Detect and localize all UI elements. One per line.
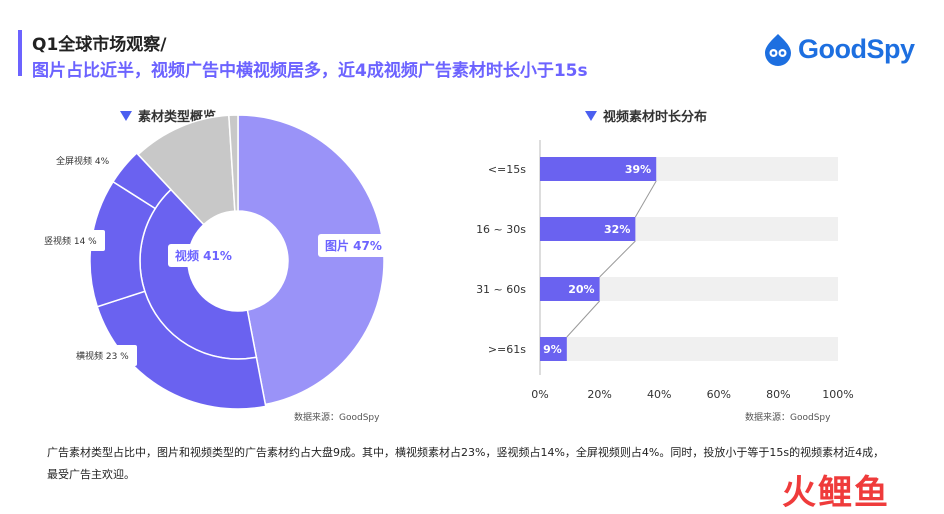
bar-value-label: 39%	[625, 163, 651, 176]
callout-vertical: 竖视频 14 %	[36, 230, 105, 251]
left-source: 数据来源：GoodSpy	[294, 413, 380, 423]
x-tick-label: 40%	[647, 388, 671, 401]
x-tick-label: 80%	[766, 388, 790, 401]
x-tick-label: 100%	[822, 388, 853, 401]
bar-track	[540, 337, 838, 361]
donut-slice-fullscreen-video	[112, 152, 172, 210]
goodspy-logo-icon	[765, 34, 791, 66]
bar-2	[540, 277, 600, 301]
goodspy-logo: GoodSpy	[762, 32, 915, 66]
title-accent-bar	[18, 30, 22, 76]
bar-category-label: >=61s	[488, 343, 526, 356]
bar-value-label: 32%	[604, 223, 630, 236]
bar-category-label: <=15s	[488, 163, 526, 176]
donut-slice-other	[136, 114, 236, 226]
page-title: Q1全球市场观察/	[32, 35, 167, 55]
bar-1	[540, 217, 636, 241]
duration-title: 视频素材时长分布	[585, 106, 707, 125]
label-video: 视频 41%	[168, 244, 239, 267]
watermark-logo: 火鲤鱼	[782, 473, 890, 513]
triangle-down-icon	[120, 110, 132, 121]
donut-slice-image	[237, 114, 385, 406]
x-tick-label: 0%	[531, 388, 548, 401]
bar-connector	[599, 240, 636, 278]
page-subtitle: 图片占比近半，视频广告中横视频居多，近4成视频广告素材时长小于15s	[32, 61, 588, 81]
bar-category-label: 16 ~ 30s	[476, 223, 526, 236]
x-tick-label: 60%	[707, 388, 731, 401]
duration-title-text: 视频素材时长分布	[603, 110, 708, 125]
triangle-down-icon	[585, 110, 597, 121]
callout-fullscreen: 全屏视频 4%	[48, 150, 118, 171]
donut-slice-other-small	[228, 114, 239, 212]
bar-connector	[566, 300, 600, 338]
bar-value-label: 20%	[568, 283, 594, 296]
logo-text: GoodSpy	[798, 33, 915, 64]
bar-value-label: 9%	[543, 343, 562, 356]
label-image: 图片 47%	[318, 234, 389, 257]
bar-connector	[634, 180, 657, 218]
bar-3	[540, 337, 567, 361]
x-tick-label: 20%	[587, 388, 611, 401]
footnote-text: 广告素材类型占比中，图片和视频类型的广告素材约占大盘9成。其中，横视频素材占23…	[47, 446, 885, 481]
right-source: 数据来源：GoodSpy	[745, 413, 831, 423]
callout-horizontal: 横视频 23 %	[68, 345, 137, 366]
bar-category-label: 31 ~ 60s	[476, 283, 526, 296]
bar-0	[540, 157, 657, 181]
